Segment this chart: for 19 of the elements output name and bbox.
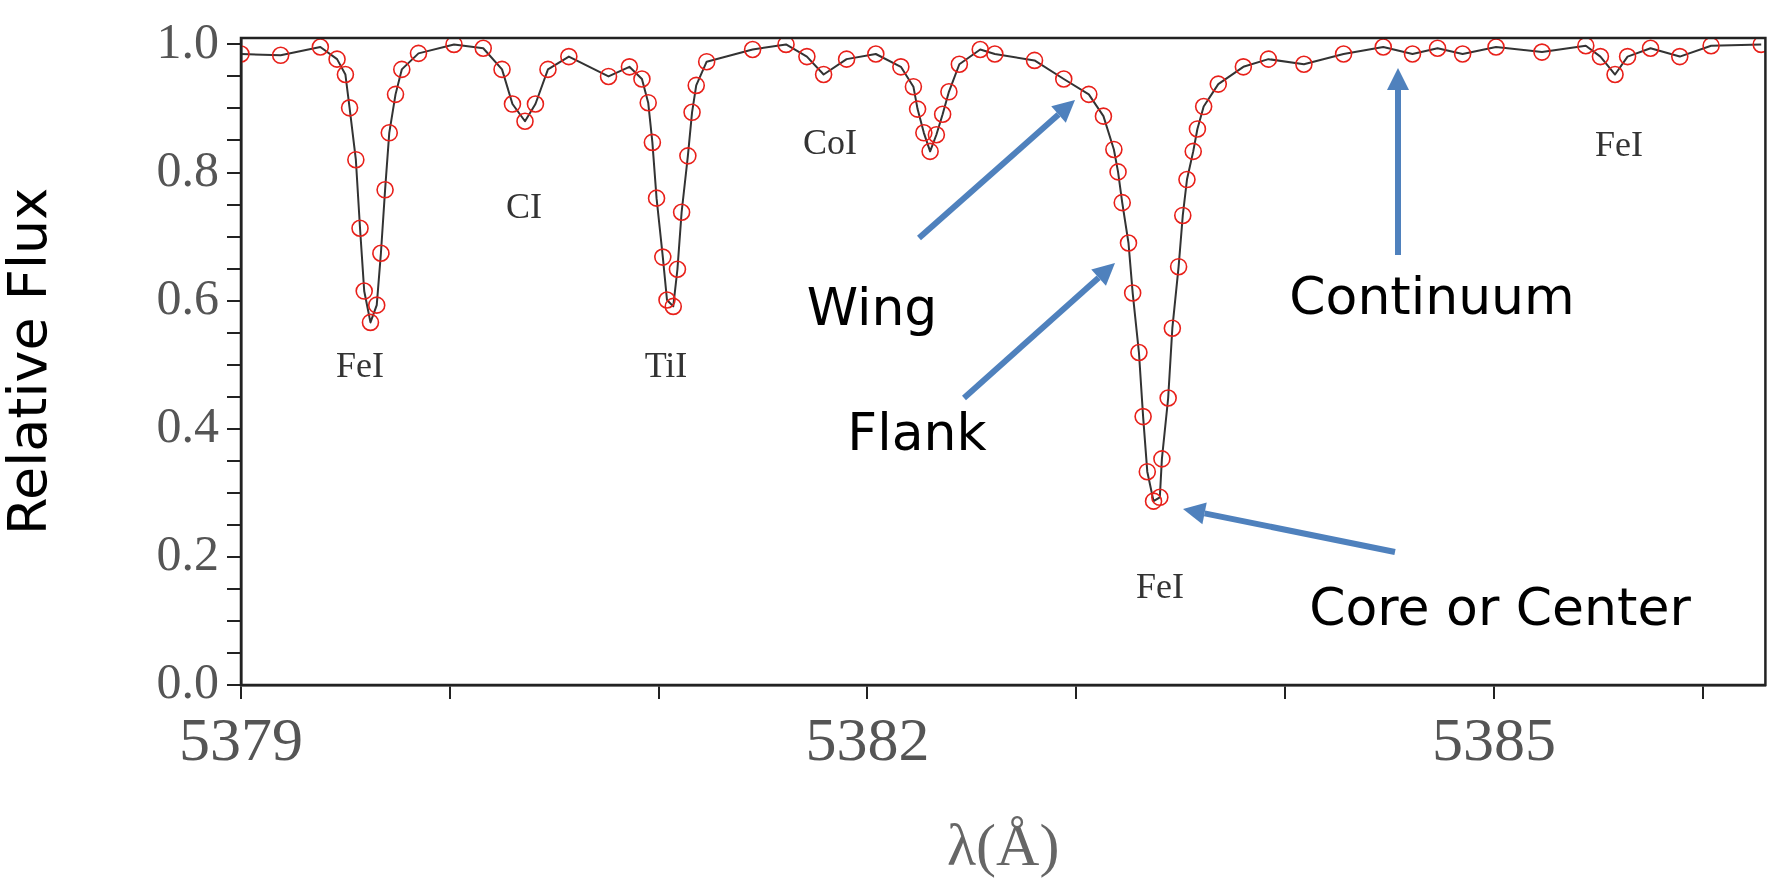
x-tick-label: 5382 bbox=[805, 705, 930, 774]
y-tick-label: 1.0 bbox=[156, 12, 219, 69]
y-tick-label: 0.4 bbox=[156, 396, 219, 453]
x-axis-title: λ(Å) bbox=[947, 811, 1060, 878]
annotation: Core or Center bbox=[1309, 576, 1692, 637]
annotation: CoI bbox=[803, 122, 857, 163]
annotation: Wing bbox=[806, 276, 938, 337]
x-tick-label: 5385 bbox=[1431, 705, 1556, 774]
annotation: FeI bbox=[1595, 124, 1643, 165]
y-tick-label: 0.6 bbox=[156, 268, 219, 325]
annotation: CI bbox=[506, 186, 542, 227]
annotation: FeI bbox=[336, 345, 384, 386]
annotation: Flank bbox=[847, 401, 987, 462]
y-tick-label: 0.2 bbox=[156, 525, 219, 582]
annotation: TiI bbox=[644, 345, 688, 386]
y-tick-label: 0.8 bbox=[156, 140, 219, 197]
annotation: Continuum bbox=[1289, 265, 1575, 326]
annotation: FeI bbox=[1136, 566, 1184, 607]
y-axis-title: Relative Flux bbox=[0, 187, 60, 536]
